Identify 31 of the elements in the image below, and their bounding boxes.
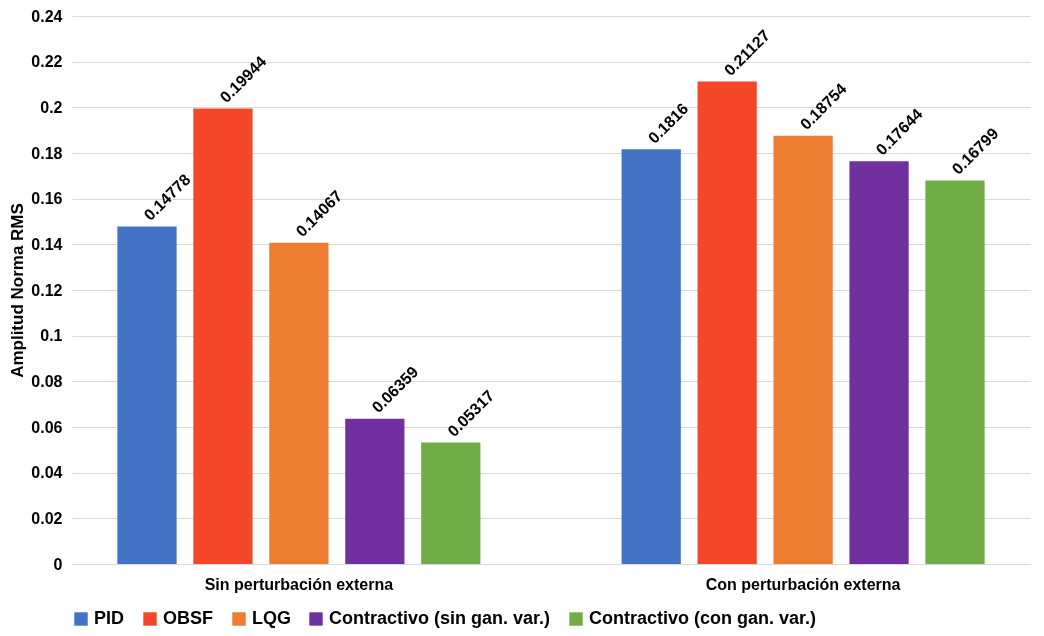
y-tick-label: 0.16 — [31, 190, 63, 208]
y-tick-label: 0.22 — [31, 53, 63, 71]
y-tick-label: 0.02 — [31, 509, 63, 527]
y-tick-label: 0.12 — [31, 281, 63, 299]
x-tick-label: Con perturbación externa — [705, 575, 901, 593]
bar — [421, 442, 481, 564]
bar — [117, 226, 177, 564]
y-tick-label: 0.18 — [31, 144, 63, 162]
y-tick-label: 0.1 — [40, 327, 63, 345]
bar — [269, 242, 329, 564]
bar — [697, 81, 757, 564]
y-tick-label: 0.2 — [40, 98, 63, 116]
y-tick-label: 0.04 — [31, 464, 63, 482]
legend-label: PID — [94, 608, 125, 628]
y-tick-label: 0.24 — [31, 7, 63, 25]
bar — [193, 108, 253, 564]
legend-label: Contractivo (sin gan. var.) — [329, 608, 551, 628]
y-tick-label: 0.14 — [31, 235, 63, 253]
y-tick-label: 0.08 — [31, 372, 63, 390]
legend-label: LQG — [252, 608, 291, 628]
y-tick-label: 0.06 — [31, 418, 63, 436]
legend-label: OBSF — [163, 608, 214, 628]
y-axis-title: Amplitud Norma RMS — [8, 203, 28, 378]
legend-label: Contractivo (con gan. var.) — [589, 608, 817, 628]
bar — [621, 149, 681, 564]
bar — [345, 418, 405, 564]
x-tick-label: Sin perturbación externa — [204, 575, 394, 593]
bar — [773, 135, 833, 564]
bar — [925, 180, 985, 564]
y-tick-label: 0 — [53, 555, 63, 573]
bar — [849, 161, 909, 564]
